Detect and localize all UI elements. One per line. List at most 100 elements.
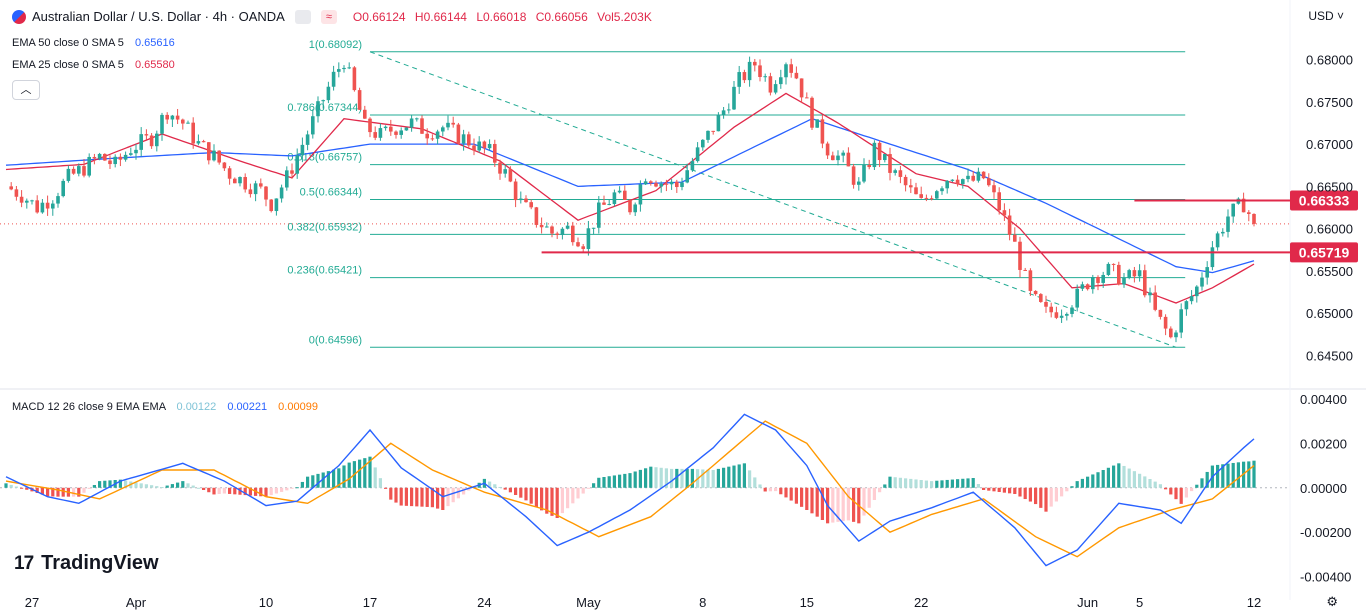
candle-body [108,160,112,165]
candle-body [35,200,39,213]
macd-histogram-bar [810,487,814,514]
candle-body [1044,301,1048,307]
macd-histogram-bar [321,472,325,488]
macd-legend[interactable]: MACD 12 26 close 9 EMA EMA 0.00122 0.002… [12,401,318,413]
tradingview-logo: 17 TradingView [14,552,159,575]
ema25-legend[interactable]: EMA 25 close 0 SMA 5 0.65580 [12,59,175,71]
candle-body [123,154,128,160]
candle-body [737,72,741,87]
ema25-label: EMA 25 close 0 SMA 5 [12,59,124,71]
macd-histogram-bar [1200,478,1204,488]
macd-histogram-bar [1054,487,1058,502]
macd-hist-value: 0.00122 [176,401,217,413]
macd-histogram-bar [545,487,549,514]
currency-selector[interactable]: USD ˅ [1308,9,1344,23]
candle-body [1195,286,1199,297]
candle-body [196,141,201,144]
macd-histogram-bar [534,487,538,508]
macd-histogram-bar [956,479,960,488]
candle-body [565,225,570,229]
settings-icon[interactable]: ⚙ [1326,594,1338,609]
candle-body [1002,210,1007,216]
candle-body [675,181,679,188]
candle-body [456,124,461,144]
symbol-title[interactable]: Australian Dollar / U.S. Dollar · 4h · O… [32,9,285,24]
candle-body [971,175,975,181]
macd-histogram-bar [4,483,8,488]
fib-level-label: 0.236(0.65421) [287,265,362,277]
fib-level-label: 1(0.68092) [309,39,362,51]
candle-body [274,198,279,212]
candle-body [227,168,232,179]
candle-body [779,77,783,85]
macd-histogram-bar [1008,487,1012,494]
candle-body [846,152,851,167]
macd-histogram-bar [259,487,263,497]
candle-body [337,69,341,72]
ema50-legend[interactable]: EMA 50 close 0 SMA 5 0.65616 [12,37,175,49]
candle-body [1080,284,1085,289]
candle-body [1101,274,1105,283]
candle-body [92,156,97,159]
candle-body [425,133,429,139]
candle-body [394,131,398,135]
macd-histogram-bar [1117,463,1121,488]
tradingview-mark-icon: 17 [14,552,34,574]
macd-histogram-bar [628,473,632,488]
macd-histogram-bar [654,467,658,488]
macd-histogram-bar [493,484,497,488]
macd-histogram-bar [1174,487,1178,500]
macd-histogram-bar [831,487,835,523]
candle-body [831,155,835,161]
candle-body [1174,332,1178,338]
macd-histogram-bar [46,487,50,497]
candle-body [1127,270,1131,278]
macd-histogram-bar [306,476,310,488]
more-options-button[interactable] [294,9,311,24]
collapse-legend-button[interactable]: ︿ [12,80,40,100]
macd-histogram-bar [1195,484,1199,488]
candle-body [685,170,689,183]
candle-body [352,67,357,91]
macd-histogram-bar [690,468,694,488]
macd-histogram-bar [524,487,528,501]
candle-body [165,114,169,120]
macd-histogram-bar [1132,471,1136,488]
macd-histogram-bar [20,487,24,489]
macd-histogram-bar [888,476,892,488]
fib-level-label: 0(0.64596) [309,334,362,346]
compare-icon[interactable]: ≈ [320,9,337,24]
macd-histogram-bar [1169,487,1173,495]
macd-histogram-bar [170,484,174,488]
macd-histogram-bar [555,487,559,518]
candle-body [950,179,955,181]
candle-body [326,86,331,101]
macd-histogram-bar [25,487,29,490]
macd-histogram-bar [1039,487,1043,508]
macd-histogram-bar [878,487,882,493]
candle-body [810,97,814,128]
macd-histogram-bar [841,487,845,522]
price-tick-label: 0.67500 [1306,95,1353,110]
macd-histogram-bar [930,481,934,488]
time-tick-label: 5 [1136,595,1143,610]
macd-histogram-bar [935,480,939,488]
macd-histogram-bar [706,469,710,488]
candle-body [134,149,138,154]
macd-histogram-bar [124,480,128,488]
macd-histogram-bar [1049,487,1053,507]
candle-body [368,118,372,133]
macd-histogram-bar [763,487,767,492]
price-tick-label: 0.67000 [1306,137,1353,152]
macd-histogram-bar [498,486,502,488]
candle-body [638,184,643,205]
macd-histogram-bar [1221,464,1225,488]
macd-histogram-bar [950,479,954,488]
candle-body [316,101,320,117]
macd-histogram-bar [160,487,164,489]
candle-body [155,133,159,147]
candle-body [103,153,107,161]
ema50-label: EMA 50 close 0 SMA 5 [12,37,124,49]
macd-histogram-bar [118,479,122,488]
